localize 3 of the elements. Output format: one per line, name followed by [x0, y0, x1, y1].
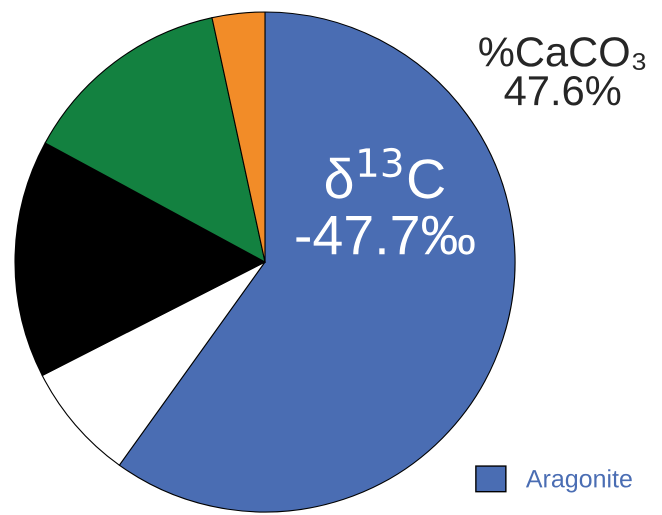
legend-label: Aragonite [526, 469, 632, 492]
text: %CaCO₃ 47.6% [479, 37, 646, 106]
text: δ$^{13}$C -47.7‰ [296, 148, 475, 255]
